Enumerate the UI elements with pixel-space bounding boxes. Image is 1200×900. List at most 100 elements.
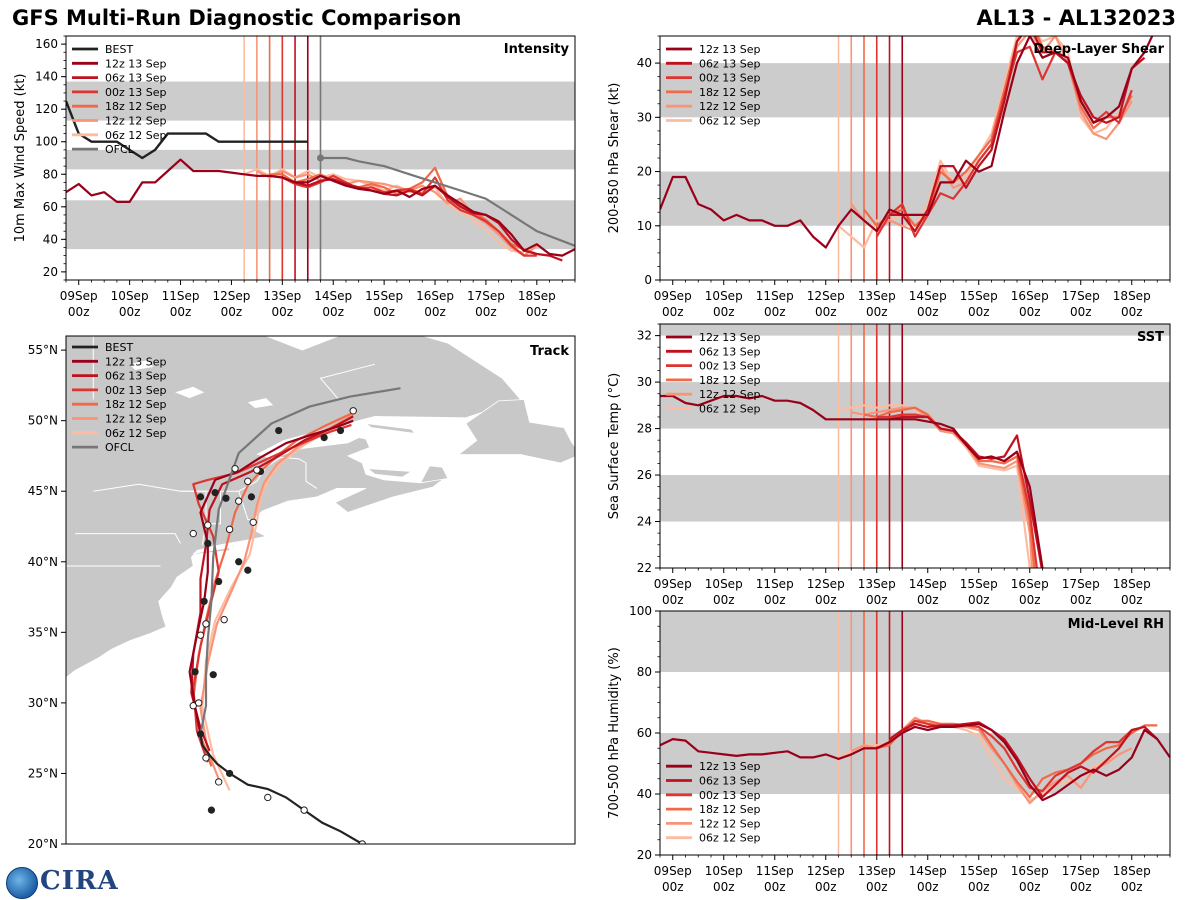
track-position-marker — [235, 558, 243, 566]
track-legend-label: 12z 12 Sep — [105, 413, 167, 426]
rh-legend-label: 12z 12 Sep — [699, 817, 761, 830]
sst-series-line — [660, 394, 1045, 568]
water-body — [175, 386, 205, 399]
track-legend-label: 00z 13 Sep — [105, 384, 167, 397]
shear-x-tick-label-hour: 00z — [764, 305, 786, 319]
intensity-plot-area — [66, 36, 575, 280]
intensity-series-line — [294, 178, 563, 262]
track-forecast-marker — [253, 466, 261, 474]
track-title: Track — [530, 344, 569, 359]
sst-legend-label: 06z 13 Sep — [699, 345, 761, 358]
sst-x-tick-label-hour: 00z — [764, 593, 786, 607]
sst-x-tick-label: 15Sep — [960, 577, 998, 591]
track-legend-label: OFCL — [105, 441, 135, 454]
track-lat-label: 25°N — [28, 766, 58, 780]
intensity-x-tick-label: 18Sep — [518, 289, 556, 303]
rh-legend-label: 00z 13 Sep — [699, 789, 761, 802]
intensity-y-tick-label: 140 — [35, 70, 58, 84]
sst-legend-label: 12z 12 Sep — [699, 388, 761, 401]
shear-x-tick-label: 13Sep — [858, 289, 896, 303]
track-forecast-marker — [225, 525, 234, 534]
shear-x-tick-label: 18Sep — [1113, 289, 1151, 303]
intensity-x-tick-label: 17Sep — [467, 289, 505, 303]
shear-plot-area — [660, 36, 1170, 280]
rh-y-tick-label: 40 — [637, 787, 652, 801]
rh-x-tick-label: 15Sep — [960, 864, 998, 878]
rh-series-line — [888, 721, 1159, 799]
sst-x-tick-label-hour: 00z — [662, 593, 684, 607]
rh-x-tick-label: 12Sep — [807, 864, 845, 878]
intensity-y-tick-label: 40 — [43, 232, 58, 246]
land-mass — [457, 399, 575, 464]
sst-x-tick-label: 12Sep — [807, 577, 845, 591]
sst-x-tick-label: 18Sep — [1113, 577, 1151, 591]
track-position-marker — [196, 730, 205, 738]
sst-x-tick-label: 11Sep — [756, 577, 794, 591]
track-map-area — [66, 336, 575, 844]
sst-x-tick-label: 13Sep — [858, 577, 896, 591]
sst-legend-label: 12z 13 Sep — [699, 331, 761, 344]
intensity-ofcl-marker — [317, 154, 324, 162]
shear-x-tick-label: 11Sep — [756, 289, 794, 303]
sst-legend-label: 00z 13 Sep — [699, 360, 761, 373]
track-forecast-marker — [231, 464, 239, 473]
shear-shade-band — [660, 171, 1170, 226]
boundary-line — [75, 533, 181, 544]
sst-shade-band — [660, 475, 1170, 522]
track-legend-label: 06z 12 Sep — [105, 427, 167, 440]
shear-x-tick-label-hour: 00z — [917, 305, 939, 319]
sst-x-tick-label: 14Sep — [909, 577, 947, 591]
rh-x-tick-label-hour: 00z — [815, 880, 837, 894]
track-position-marker — [247, 493, 256, 501]
rh-x-tick-label-hour: 00z — [1070, 880, 1092, 894]
rh-shade-band — [660, 733, 1170, 794]
rh-x-tick-label: 11Sep — [756, 864, 794, 878]
intensity-x-tick-label: 13Sep — [263, 289, 301, 303]
shear-series-line — [660, 36, 1154, 249]
intensity-x-tick-label-hour: 00z — [170, 305, 192, 319]
noaa-logo-icon — [6, 867, 38, 899]
sst-y-tick-label: 28 — [637, 422, 652, 436]
track-forecast-marker — [202, 620, 210, 628]
rh-y-tick-label: 100 — [629, 604, 652, 618]
shear-y-tick-label: 10 — [637, 219, 652, 233]
intensity-x-tick-label-hour: 00z — [322, 305, 344, 319]
boundary-line — [180, 490, 207, 545]
sst-x-tick-label-hour: 00z — [713, 593, 735, 607]
intensity-x-tick-label: 09Sep — [60, 289, 98, 303]
sst-y-tick-label: 26 — [637, 468, 652, 482]
sst-series-line — [889, 415, 1043, 568]
rh-shade-band — [660, 611, 1170, 672]
track-legend-label: 18z 12 Sep — [105, 398, 167, 411]
shear-x-tick-label: 14Sep — [909, 289, 947, 303]
rh-legend-label: 12z 13 Sep — [699, 760, 761, 773]
rh-x-tick-label: 10Sep — [705, 864, 743, 878]
shear-x-tick-label-hour: 00z — [1121, 305, 1143, 319]
shear-x-tick-label-hour: 00z — [713, 305, 735, 319]
intensity-y-tick-label: 60 — [43, 200, 58, 214]
land-mass — [366, 468, 413, 478]
shear-x-tick-label: 15Sep — [960, 289, 998, 303]
rh-x-tick-label: 13Sep — [858, 864, 896, 878]
intensity-x-tick-label-hour: 00z — [119, 305, 141, 319]
intensity-best-line — [66, 100, 308, 160]
track-legend-label: 06z 13 Sep — [105, 370, 167, 383]
shear-x-tick-label-hour: 00z — [815, 305, 837, 319]
intensity-x-tick-label-hour: 00z — [221, 305, 243, 319]
track-forecast-marker — [202, 754, 210, 762]
cira-logo: CIRA — [6, 866, 118, 899]
intensity-title: Intensity — [504, 42, 570, 57]
sst-x-tick-label: 17Sep — [1062, 577, 1100, 591]
track-position-marker — [204, 539, 212, 548]
track-lat-label: 45°N — [28, 484, 58, 498]
track-position-marker — [200, 597, 208, 605]
intensity-x-tick-label: 14Sep — [314, 289, 352, 303]
sst-x-tick-label-hour: 00z — [1070, 593, 1092, 607]
shear-x-tick-label-hour: 00z — [866, 305, 888, 319]
intensity-y-tick-label: 100 — [35, 135, 58, 149]
shear-x-tick-label-hour: 00z — [1070, 305, 1092, 319]
shear-panel: 0 10 20 30 40 09Sep 00z 10Sep 00z 11Sep 00z 12Sep 00… — [607, 35, 1171, 319]
intensity-x-tick-label-hour: 00z — [373, 305, 395, 319]
cira-logo-text: CIRA — [40, 866, 119, 896]
